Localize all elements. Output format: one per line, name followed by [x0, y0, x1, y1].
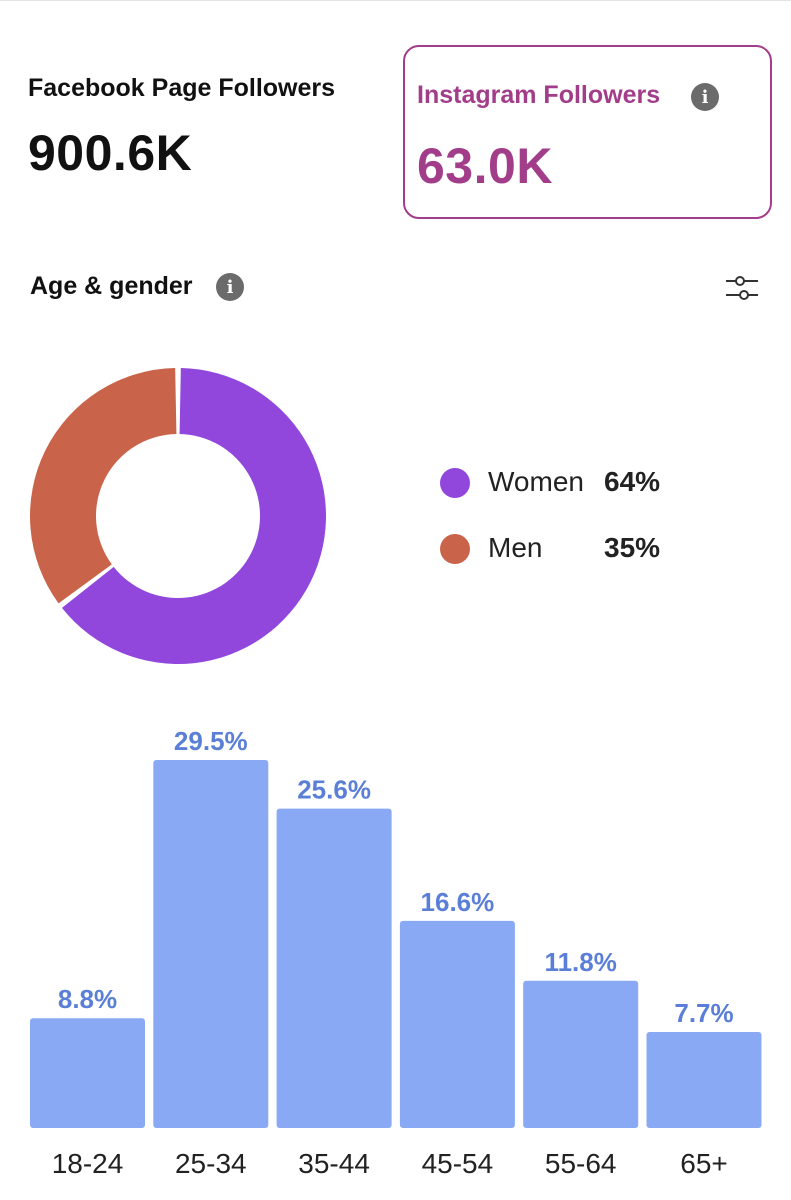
bar-18-24[interactable] [30, 1018, 145, 1128]
x-tick-label: 25-34 [175, 1148, 247, 1179]
x-tick-label: 18-24 [52, 1148, 124, 1179]
legend-label-men: Men [488, 532, 543, 563]
donut-slice-men [29, 368, 177, 604]
x-tick-label: 45-54 [422, 1148, 494, 1179]
bar-35-44[interactable] [276, 808, 392, 1128]
legend-pct-women: 64% [604, 466, 661, 497]
legend-label-women: Women [488, 466, 584, 497]
info-icon[interactable]: i [691, 83, 719, 111]
bar-value-label: 25.6% [297, 775, 371, 805]
x-tick-label: 35-44 [298, 1148, 370, 1179]
legend-pct-men: 35% [604, 532, 661, 563]
instagram-followers-title: Instagram Followers [417, 81, 661, 109]
bar-value-label: 11.8% [545, 947, 617, 977]
bar-25-34[interactable] [153, 760, 269, 1128]
x-tick-label: 65+ [680, 1148, 728, 1179]
bar-value-label: 7.7% [674, 998, 733, 1028]
age-gender-title: Age & gender [30, 272, 193, 300]
instagram-followers-card[interactable]: Instagram Followers i 63.0K [403, 45, 772, 219]
bar-value-label: 16.6% [421, 887, 495, 917]
instagram-followers-value: 63.0K [417, 138, 553, 194]
bar-value-label: 8.8% [58, 984, 117, 1014]
bar-65+[interactable] [646, 1031, 762, 1128]
bar-55-64[interactable] [523, 980, 639, 1128]
facebook-followers-card[interactable]: Facebook Page Followers 900.6K [28, 70, 378, 210]
gender-donut-chart [29, 368, 326, 664]
top-divider [0, 0, 791, 1]
bar-value-label: 29.5% [174, 726, 248, 756]
donut-slice-women [61, 368, 326, 664]
age-bar-chart: 8.8% 18-24 29.5% 25-34 25.6% 35-44 16.6% 45-54 1… [30, 726, 762, 1179]
x-tick-label: 55-64 [545, 1148, 617, 1179]
legend-dot-men [440, 534, 470, 564]
legend-dot-women [440, 468, 470, 498]
sliders-icon[interactable] [724, 272, 760, 304]
info-icon[interactable]: i [216, 273, 244, 301]
facebook-followers-value: 900.6K [28, 125, 193, 181]
bar-45-54[interactable] [399, 920, 515, 1128]
facebook-followers-title: Facebook Page Followers [28, 74, 336, 102]
